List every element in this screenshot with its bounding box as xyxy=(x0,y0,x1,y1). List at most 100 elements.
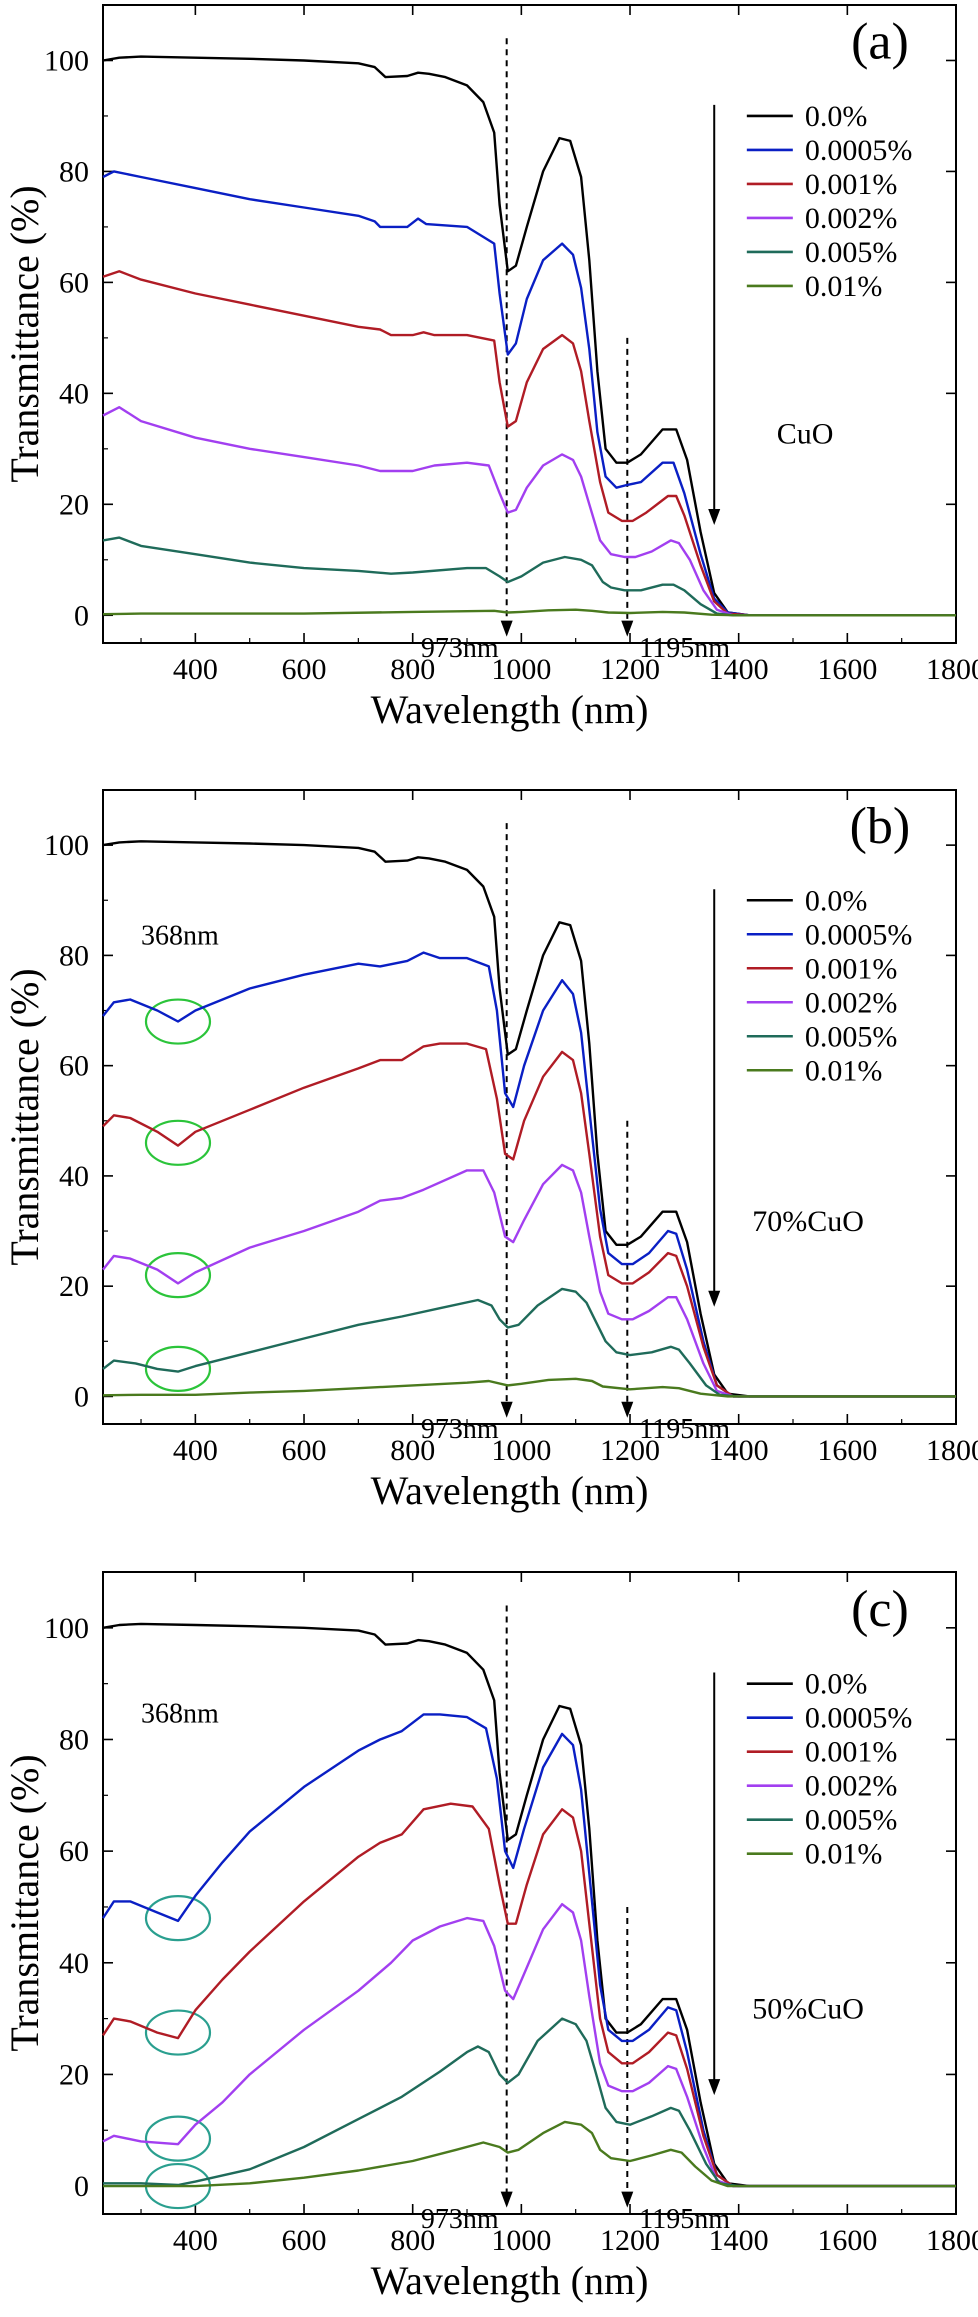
x-tick-label: 1400 xyxy=(709,1434,769,1467)
panel-tag: (b) xyxy=(850,798,911,855)
x-axis-title: Wavelength (nm) xyxy=(371,2258,649,2303)
legend-label: 0.0005% xyxy=(805,1702,913,1735)
marker-label-973nm: 973nm xyxy=(421,2204,499,2235)
legend-label: 0.005% xyxy=(805,1020,898,1053)
marker-label-973nm: 973nm xyxy=(421,633,499,664)
legend-label: 0.0% xyxy=(805,1668,868,1701)
legend-label: 0.002% xyxy=(805,986,898,1019)
x-tick-label: 1000 xyxy=(491,2224,551,2257)
series-line-1 xyxy=(102,840,956,1398)
y-axis-title: Transmittance (%) xyxy=(2,185,47,482)
highlight-ellipse xyxy=(144,2009,212,2056)
y-tick-label: 80 xyxy=(59,155,89,188)
x-tick-label: 400 xyxy=(173,1434,218,1467)
x-tick-label: 1000 xyxy=(491,1434,551,1467)
wavelength-label-368nm: 368nm xyxy=(141,920,219,951)
y-tick-label: 20 xyxy=(59,2058,89,2091)
marker-arrowhead xyxy=(500,2191,513,2208)
x-tick-label: 1600 xyxy=(817,653,877,686)
y-tick-label: 100 xyxy=(44,44,89,77)
y-tick-label: 20 xyxy=(59,488,89,521)
x-tick-label: 1200 xyxy=(600,1434,660,1467)
series-line-3 xyxy=(101,1802,956,2188)
trend-arrowhead xyxy=(708,1290,721,1307)
x-tick-label: 1200 xyxy=(600,2224,660,2257)
series-line-6 xyxy=(103,2120,956,2188)
wavelength-label-368nm: 368nm xyxy=(141,1699,219,1730)
x-tick-label: 1400 xyxy=(709,653,769,686)
legend-label: 0.01% xyxy=(805,270,883,303)
highlight-ellipse xyxy=(144,1895,212,1942)
legend-label: 0.002% xyxy=(805,202,898,235)
y-tick-label: 60 xyxy=(59,266,89,299)
y-axis-title: Transmittance (%) xyxy=(2,1754,47,2051)
series-line-4 xyxy=(102,1903,956,2188)
panel-tag: (a) xyxy=(851,13,909,70)
highlight-ellipse xyxy=(144,1252,212,1299)
series-line-2 xyxy=(102,170,956,617)
x-tick-label: 400 xyxy=(173,653,218,686)
x-tick-label: 1000 xyxy=(491,653,551,686)
highlight-ellipse xyxy=(144,998,212,1045)
y-tick-label: 0 xyxy=(74,599,89,632)
series-line-1 xyxy=(102,55,956,617)
x-tick-label: 1600 xyxy=(817,1434,877,1467)
x-tick-label: 800 xyxy=(390,653,435,686)
series-line-4 xyxy=(102,1163,956,1398)
series-line-6 xyxy=(102,1377,956,1398)
y-tick-label: 40 xyxy=(59,1947,89,1980)
x-tick-label: 1200 xyxy=(600,653,660,686)
x-tick-label: 800 xyxy=(390,2224,435,2257)
plot-frame xyxy=(102,789,957,1425)
legend-label: 0.0005% xyxy=(805,918,913,951)
marker-label-973nm: 973nm xyxy=(421,1414,499,1445)
x-axis-title: Wavelength (nm) xyxy=(371,687,649,732)
y-tick-label: 40 xyxy=(59,377,89,410)
sample-label: 70%CuO xyxy=(752,1205,864,1238)
series-line-3 xyxy=(102,270,956,617)
legend-label: 0.0% xyxy=(805,100,868,133)
trend-arrowhead xyxy=(708,2079,721,2096)
plot-frame xyxy=(102,1571,957,2215)
y-tick-label: 60 xyxy=(59,1835,89,1868)
x-tick-label: 600 xyxy=(282,1434,327,1467)
x-tick-label: 1400 xyxy=(709,2224,769,2257)
legend-label: 0.001% xyxy=(805,952,898,985)
marker-label-1195nm: 1195nm xyxy=(639,633,730,664)
highlight-ellipse xyxy=(144,1119,212,1166)
legend-label: 0.002% xyxy=(805,1770,898,1803)
marker-arrowhead xyxy=(621,2191,634,2208)
plot-frame xyxy=(102,4,957,644)
x-tick-label: 800 xyxy=(390,1434,435,1467)
legend-label: 0.005% xyxy=(805,236,898,269)
legend-label: 0.005% xyxy=(805,1804,898,1837)
y-tick-label: 0 xyxy=(74,1380,89,1413)
y-tick-label: 100 xyxy=(44,1612,89,1645)
series-line-5 xyxy=(102,1287,956,1398)
legend-label: 0.0% xyxy=(805,884,868,917)
marker-arrowhead xyxy=(500,1401,513,1418)
legend-label: 0.01% xyxy=(805,1838,883,1871)
marker-arrowhead xyxy=(621,1401,634,1418)
legend-label: 0.001% xyxy=(805,168,898,201)
sample-label: 50%CuO xyxy=(752,1993,864,2026)
series-line-5 xyxy=(103,2017,956,2188)
y-tick-label: 60 xyxy=(59,1050,89,1083)
series-line-2 xyxy=(101,1713,956,2188)
y-tick-label: 100 xyxy=(44,829,89,862)
sample-label: CuO xyxy=(777,417,834,450)
marker-label-1195nm: 1195nm xyxy=(639,2204,730,2235)
y-axis-title: Transmittance (%) xyxy=(2,968,47,1265)
marker-arrowhead xyxy=(621,620,634,637)
x-tick-label: 1600 xyxy=(817,2224,877,2257)
trend-arrowhead xyxy=(708,508,721,525)
legend-label: 0.001% xyxy=(805,1736,898,1769)
marker-arrowhead xyxy=(500,620,513,637)
x-axis-title: Wavelength (nm) xyxy=(371,1468,649,1513)
legend-label: 0.0005% xyxy=(805,134,913,167)
y-tick-label: 0 xyxy=(74,2170,89,2203)
